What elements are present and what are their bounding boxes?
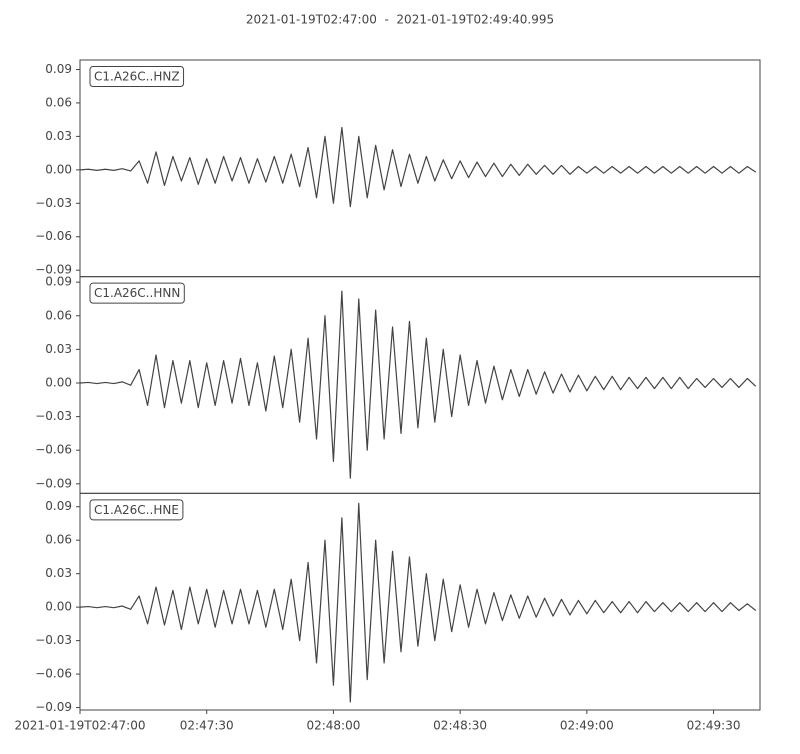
x-tick-label: 02:49:00	[560, 719, 614, 733]
y-tick-label: −0.09	[35, 476, 72, 490]
x-tick-label: 02:47:30	[180, 719, 234, 733]
y-tick-label: 0.00	[45, 162, 72, 176]
x-tick-label: 02:48:30	[433, 719, 487, 733]
y-tick-label: −0.06	[35, 229, 72, 243]
y-tick-label: 0.03	[45, 566, 72, 580]
x-tick-label: 02:48:00	[306, 719, 360, 733]
channel-label: C1.A26C..HNE	[89, 499, 184, 521]
chart-title: 2021-01-19T02:47:00 - 2021-01-19T02:49:4…	[246, 13, 554, 27]
y-tick-label: 0.00	[45, 375, 72, 389]
x-tick-label: 02:49:30	[687, 719, 741, 733]
y-tick-label: −0.03	[35, 196, 72, 210]
y-tick-label: 0.09	[45, 275, 72, 289]
y-tick-label: −0.09	[35, 700, 72, 714]
channel-label-text: C1.A26C..HNN	[94, 286, 180, 300]
channel-label-text: C1.A26C..HNE	[94, 503, 179, 517]
channel-label-box	[89, 282, 185, 304]
channel-label: C1.A26C..HNZ	[89, 66, 185, 87]
y-tick-label: −0.06	[35, 667, 72, 681]
channel-label: C1.A26C..HNN	[89, 282, 185, 304]
y-tick-label: 0.03	[45, 129, 72, 143]
waveform	[80, 290, 757, 479]
y-tick-label: −0.09	[35, 263, 72, 277]
y-tick-label: 0.09	[45, 499, 72, 513]
waveform	[80, 126, 757, 208]
channel-label-box	[89, 499, 184, 521]
y-tick-label: 0.09	[45, 62, 72, 76]
y-tick-label: −0.06	[35, 443, 72, 457]
y-tick-label: −0.03	[35, 409, 72, 423]
y-tick-label: 0.06	[45, 533, 72, 547]
panel-frame	[79, 276, 761, 494]
x-tick-label: 2021-01-19T02:47:00	[15, 719, 146, 733]
waveform	[80, 502, 757, 703]
channel-label-text: C1.A26C..HNZ	[94, 70, 180, 84]
panel-frame	[79, 492, 761, 711]
y-tick-label: 0.03	[45, 342, 72, 356]
panel-frame	[79, 59, 761, 278]
y-tick-label: 0.06	[45, 95, 72, 109]
channel-label-box	[89, 66, 185, 87]
y-tick-label: −0.03	[35, 633, 72, 647]
y-tick-label: 0.06	[45, 308, 72, 322]
y-tick-label: 0.00	[45, 600, 72, 614]
